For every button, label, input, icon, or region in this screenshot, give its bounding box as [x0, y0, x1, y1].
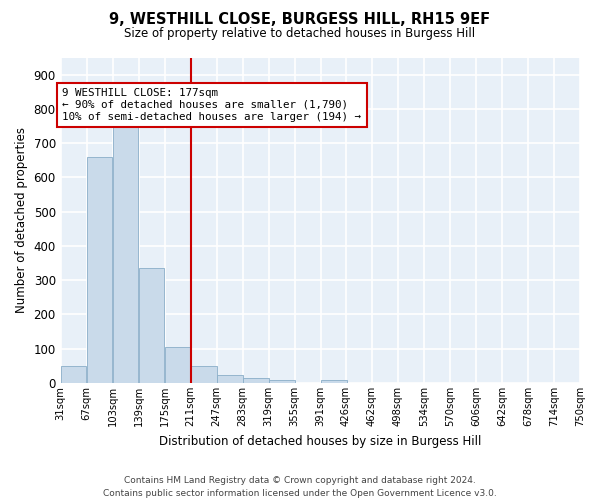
- Bar: [87, 157, 112, 383]
- Bar: [191, 366, 217, 383]
- Text: Size of property relative to detached houses in Burgess Hill: Size of property relative to detached ho…: [124, 28, 476, 40]
- Bar: [243, 378, 269, 383]
- Text: Contains HM Land Registry data © Crown copyright and database right 2024.
Contai: Contains HM Land Registry data © Crown c…: [103, 476, 497, 498]
- Text: 9 WESTHILL CLOSE: 177sqm
← 90% of detached houses are smaller (1,790)
10% of sem: 9 WESTHILL CLOSE: 177sqm ← 90% of detach…: [62, 88, 361, 122]
- Text: 9, WESTHILL CLOSE, BURGESS HILL, RH15 9EF: 9, WESTHILL CLOSE, BURGESS HILL, RH15 9E…: [109, 12, 491, 28]
- Bar: [321, 380, 347, 383]
- Bar: [113, 126, 139, 383]
- X-axis label: Distribution of detached houses by size in Burgess Hill: Distribution of detached houses by size …: [159, 434, 482, 448]
- Bar: [269, 380, 295, 383]
- Bar: [61, 366, 86, 383]
- Y-axis label: Number of detached properties: Number of detached properties: [15, 128, 28, 314]
- Bar: [165, 347, 191, 383]
- Bar: [217, 376, 242, 383]
- Bar: [139, 268, 164, 383]
